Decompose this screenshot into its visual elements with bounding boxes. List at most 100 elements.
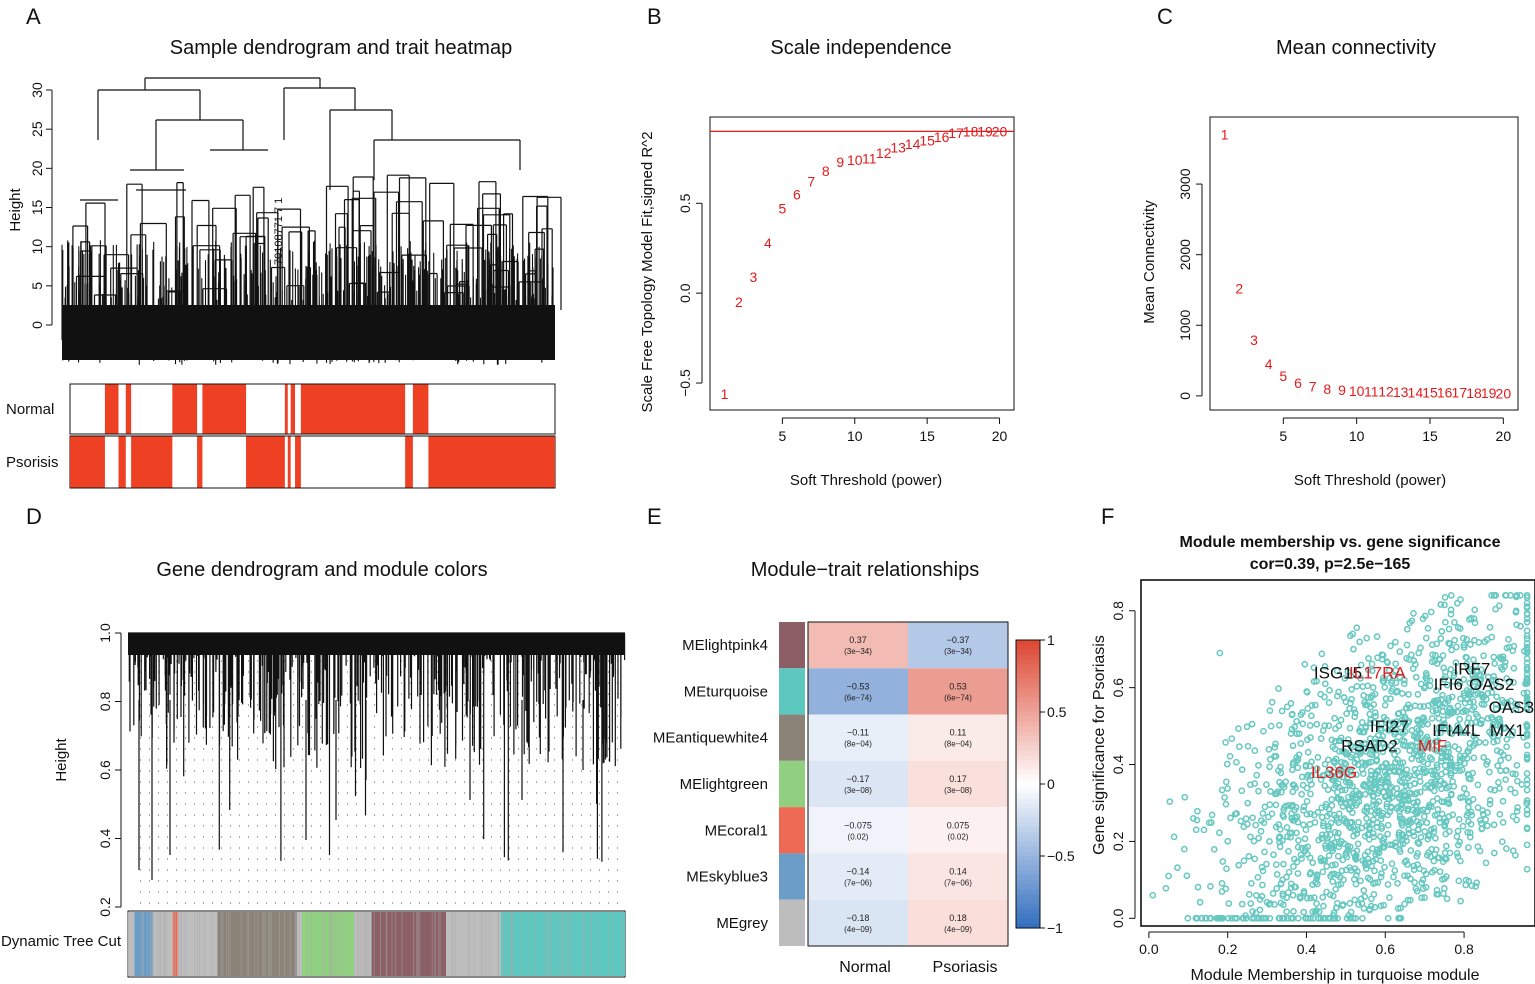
panel-e: MElightpink4 0.37 (3e−34) −0.37 (3e−34) MEtur… (653, 621, 1075, 976)
e-scale-step (1016, 793, 1040, 799)
e-cell-pvalue: (4e−09) (844, 925, 872, 934)
e-scale-step (1016, 745, 1040, 751)
e-scale-step (1016, 736, 1040, 742)
e-cell-pvalue: (0.02) (948, 832, 969, 841)
f-ytick-label: 0.6 (1110, 678, 1126, 698)
f-gene-label: RSAD2 (1341, 736, 1398, 755)
a-trait-bar (197, 436, 203, 488)
panel-letter-b: B (647, 4, 662, 29)
e-scale-step (1016, 664, 1040, 670)
a-y-label: Height (7, 187, 24, 231)
f-xtick-label: 0.8 (1454, 941, 1474, 957)
e-cell-value: 0.14 (949, 867, 967, 877)
e-cell-value: 0.11 (950, 728, 967, 738)
e-cell-value: 0.53 (949, 681, 967, 691)
f-gene-label: IL36G (1311, 763, 1357, 782)
a-branches (72, 77, 562, 310)
e-scale-step (1016, 812, 1040, 819)
a-trait-label: Psorisis (6, 454, 59, 471)
f-gene-label: MX1 (1490, 721, 1525, 740)
panel-subtitle-f: cor=0.39, p=2.5e−165 (1250, 556, 1411, 573)
d-module-grey (446, 912, 501, 976)
e-cell-value: −0.14 (847, 867, 870, 877)
e-scale-step (1016, 913, 1040, 919)
b-plot-frame (709, 116, 1015, 411)
e-scale-step (1016, 726, 1040, 732)
c-point: 14 (1408, 384, 1424, 400)
e-scale-step (1016, 678, 1040, 684)
e-cell (908, 668, 1008, 715)
a-leaf-block (62, 305, 555, 360)
e-scale-step (1016, 832, 1040, 838)
f-gene-label: IL17RA (1349, 663, 1406, 682)
b-point: 17 (948, 125, 964, 141)
b-xtick-label: 5 (778, 428, 786, 444)
e-cell (808, 760, 908, 808)
e-scale-step (1016, 659, 1040, 665)
b-xtick-label: 10 (847, 428, 863, 444)
e-cell-pvalue: (3e−08) (844, 786, 872, 795)
c-point: 5 (1279, 368, 1287, 384)
a-trait-bar (290, 384, 296, 434)
e-scale-step (1016, 803, 1040, 809)
e-scale-step (1016, 784, 1040, 790)
e-module-swatch (779, 899, 805, 946)
e-module-swatch (779, 622, 805, 669)
c-point: 15 (1422, 384, 1438, 400)
e-col-normal: Normal (839, 959, 891, 976)
e-scale-step (1016, 764, 1040, 771)
e-cell-value: −0.11 (847, 728, 869, 738)
d-module-grey (128, 912, 135, 976)
c-point: 3 (1250, 332, 1258, 348)
b-point: 5 (778, 201, 786, 217)
d-ytick-label: 0.6 (97, 760, 113, 780)
e-cell-value: −0.37 (947, 635, 970, 645)
e-cell-value: 0.37 (849, 635, 867, 645)
d-ytick-label: 0.4 (97, 829, 113, 849)
panel-letter-a: A (26, 4, 41, 29)
c-point: 18 (1466, 385, 1482, 401)
c-ytick-label: 0 (1177, 392, 1193, 400)
d-module-stripes (127, 912, 623, 976)
f-gene-label: OAS2 (1469, 675, 1514, 694)
e-scale-step (1016, 918, 1040, 924)
e-cell (908, 714, 1008, 761)
e-scale-step (1016, 707, 1040, 713)
e-cell-pvalue: (8e−04) (944, 740, 972, 749)
e-cell-pvalue: (3e−08) (944, 786, 972, 795)
b-xtick-label: 20 (992, 428, 1008, 444)
e-scale-step (1016, 822, 1040, 828)
a-trait-bar (287, 436, 291, 488)
e-scale-step (1016, 774, 1040, 780)
d-module-turquoise (500, 912, 625, 976)
f-y-label: Gene significance for Psoriasis (1091, 635, 1108, 855)
a-trait-bar (104, 384, 119, 434)
panel-title-e: Module−trait relationships (751, 559, 979, 581)
e-heat-frame (807, 621, 1009, 947)
f-xtick-label: 0.2 (1218, 941, 1238, 957)
b-point: 13 (890, 140, 906, 156)
panel-letter-d: D (26, 504, 42, 529)
d-module-grey (152, 912, 173, 976)
c-point: 6 (1294, 375, 1302, 391)
d-module-lightpink4 (371, 912, 447, 976)
e-cell (908, 853, 1008, 900)
e-module-swatch (779, 760, 805, 808)
e-module-label: MEantiquewhite4 (653, 730, 768, 747)
b-point: 18 (963, 123, 979, 139)
b-point: 9 (836, 154, 844, 170)
f-ytick-label: 0.2 (1110, 831, 1126, 851)
a-trait-bar (412, 384, 429, 434)
e-scale-step (1016, 841, 1040, 847)
c-point: 7 (1309, 379, 1317, 395)
b-ytick-label: 0.0 (677, 283, 693, 303)
c-ytick-label: 2000 (1177, 239, 1193, 270)
b-point: 6 (793, 186, 801, 202)
e-cell-pvalue: (6e−74) (944, 693, 972, 702)
e-scale-tick-label: −0.5 (1047, 848, 1075, 864)
e-cell-pvalue: (0.02) (848, 832, 869, 841)
panel-letter-f: F (1101, 504, 1114, 529)
f-scatter-points (1149, 592, 1531, 922)
e-scale-step (1016, 860, 1040, 867)
